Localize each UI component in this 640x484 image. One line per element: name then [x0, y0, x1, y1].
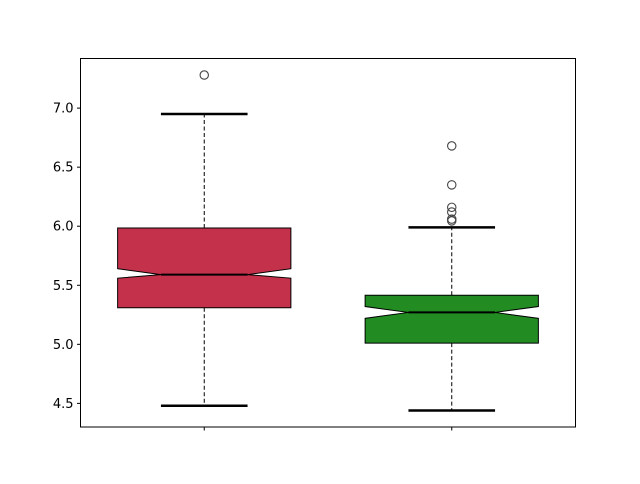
outlier-point: [446, 216, 457, 226]
y-tick-label: 4.5: [53, 397, 74, 412]
notched-box: [117, 227, 292, 309]
notched-box: [364, 294, 539, 344]
y-tick-label: 6.0: [53, 220, 74, 235]
outlier-point: [446, 141, 457, 151]
y-tick-label: 6.5: [53, 161, 74, 176]
y-axis: 4.5 5.0 5.5 6.0 6.5 7.0: [53, 102, 81, 412]
box-1: [117, 70, 292, 407]
outlier-point: [446, 202, 457, 213]
outlier-point: [446, 180, 457, 190]
y-tick-label: 5.5: [53, 279, 74, 294]
plot-frame: [80, 58, 576, 428]
y-tick-label: 7.0: [53, 102, 74, 117]
outlier-point: [199, 70, 210, 80]
x-axis: [203, 427, 453, 431]
boxes: [117, 70, 539, 412]
box-2: [364, 141, 539, 412]
y-tick-label: 5.0: [53, 338, 74, 353]
